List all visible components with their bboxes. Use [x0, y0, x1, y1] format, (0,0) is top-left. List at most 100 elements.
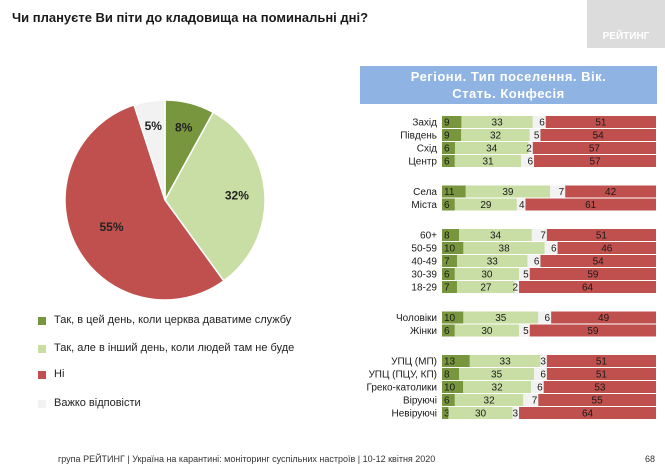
bar-value-label: 35 — [495, 313, 507, 324]
bar-row-label: УПЦ (МП) — [391, 357, 437, 368]
legend-swatch — [38, 371, 46, 379]
legend-label: Так, але в інший день, коли людей там не… — [54, 342, 295, 354]
bar-value-label: 7 — [444, 257, 450, 268]
bar-value-label: 10 — [444, 313, 456, 324]
bar-segment — [454, 155, 522, 167]
chart-title: Чи плануєте Ви піти до кладовища на поми… — [12, 10, 369, 25]
bar-segment — [463, 381, 531, 393]
bar-row-label: Міста — [411, 200, 437, 211]
bar-value-label: 13 — [444, 357, 456, 368]
bar-value-label: 2 — [526, 144, 532, 155]
bar-row-label: 30-39 — [411, 270, 437, 281]
bar-value-label: 33 — [492, 118, 504, 129]
pie-slice-label: 5% — [145, 119, 163, 133]
bar-segment — [454, 394, 524, 406]
bar-segment — [529, 324, 656, 337]
bar-value-label: 7 — [559, 187, 565, 198]
bar-segment — [442, 142, 455, 154]
bar-segment — [519, 281, 656, 293]
bar-value-label: 6 — [444, 326, 450, 337]
bar-value-label: 4 — [519, 200, 525, 211]
bar-value-label: 30 — [481, 270, 493, 281]
bar-segment — [544, 242, 558, 254]
bar-value-label: 46 — [601, 244, 613, 255]
legend-label: Важко відповісти — [54, 397, 141, 409]
bar-value-label: 5 — [523, 326, 529, 337]
bar-segment — [461, 129, 530, 141]
bar-segment — [538, 311, 552, 324]
legend-swatch — [38, 400, 46, 408]
rating-logo: РЕЙТИНГ — [587, 0, 665, 48]
bar-row-label: Захід — [412, 118, 437, 129]
bar-value-label: 34 — [490, 231, 502, 242]
bar-value-label: 8 — [444, 370, 450, 381]
bar-segment — [534, 368, 547, 380]
bar-segment — [532, 116, 546, 128]
bar-segment — [465, 185, 551, 198]
bar-segment — [442, 116, 462, 128]
pie-chart: 8% 32% 55% 5% — [60, 95, 270, 310]
bar-segment — [442, 185, 466, 198]
bar-segment — [530, 381, 544, 393]
bar-value-label: 33 — [500, 357, 512, 368]
bar-segment — [514, 281, 520, 293]
bar-segment — [540, 355, 547, 367]
bar-value-label: 11 — [444, 187, 455, 198]
bar-value-label: 10 — [444, 383, 456, 394]
bar-segment — [519, 324, 530, 337]
bar-row-label: Центр — [408, 157, 437, 168]
legend-label: Так, в цей день, коли церква даватиме сл… — [54, 314, 292, 326]
bar-value-label: 6 — [551, 244, 557, 255]
bar-value-label: 32 — [490, 131, 502, 142]
bar-segment — [546, 229, 656, 241]
bar-value-label: 6 — [444, 200, 450, 211]
bar-segment — [527, 255, 541, 267]
bar-value-label: 7 — [540, 231, 546, 242]
bar-value-label: 59 — [587, 326, 599, 337]
bar-segment — [456, 255, 528, 267]
bar-segment — [442, 368, 460, 380]
bar-value-label: 53 — [594, 383, 606, 394]
bar-row-label: Невіруючі — [392, 409, 437, 420]
bar-segment — [454, 198, 517, 211]
bar-segment — [442, 394, 455, 406]
bar-value-label: 42 — [605, 187, 617, 198]
bar-value-label: 6 — [539, 118, 545, 129]
page-number: 68 — [644, 454, 655, 464]
bar-segment — [442, 311, 464, 324]
bar-value-label: 6 — [444, 157, 450, 168]
bar-value-label: 51 — [596, 357, 608, 368]
pie-slice — [164, 111, 266, 282]
bar-segment — [442, 324, 455, 337]
bar-segment — [540, 129, 656, 141]
bar-value-label: 6 — [540, 370, 546, 381]
bar-segment — [442, 407, 449, 419]
bar-segment — [550, 185, 566, 198]
bar-segment — [442, 255, 457, 267]
bar-segment — [454, 268, 520, 280]
bar-value-label: 59 — [587, 270, 599, 281]
bar-segment — [546, 368, 656, 380]
bar-row-label: 50-59 — [411, 244, 437, 255]
bar-value-label: 6 — [527, 157, 533, 168]
bar-value-label: 8 — [444, 231, 450, 242]
bar-row-label: Греко-католики — [367, 383, 437, 394]
legend-swatch — [38, 317, 46, 325]
bar-value-label: 2 — [512, 283, 518, 294]
bar-value-label: 64 — [582, 409, 594, 420]
bar-value-label: 39 — [502, 187, 514, 198]
bar-segment — [442, 155, 455, 167]
bar-row-label: Села — [413, 187, 437, 198]
bar-segment — [442, 242, 464, 254]
bar-segment — [543, 381, 656, 393]
bar-segment — [565, 185, 656, 198]
bar-segment — [469, 355, 541, 367]
bar-value-label: 10 — [444, 244, 456, 255]
bar-value-label: 30 — [481, 326, 493, 337]
bar-value-label: 3 — [444, 409, 450, 420]
bar-segment — [448, 407, 513, 419]
bar-value-label: 51 — [596, 231, 608, 242]
bar-value-label: 27 — [480, 283, 492, 294]
bar-segment — [516, 198, 526, 211]
